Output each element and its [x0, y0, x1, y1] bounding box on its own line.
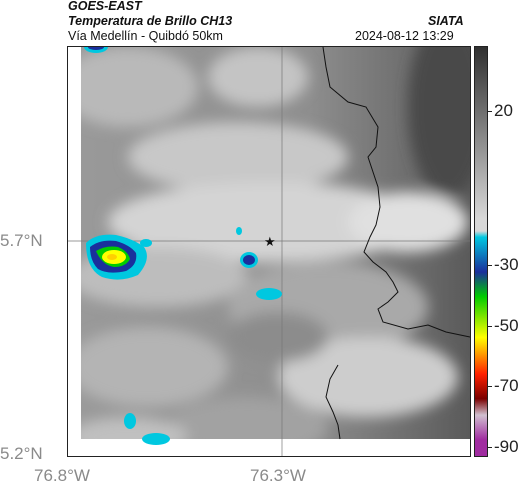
region-label: Vía Medellín - Quibdó 50km [68, 29, 223, 43]
timestamp: 2024-08-12 13:29 [355, 29, 454, 43]
lat-tick-5.7: 5.7°N [0, 231, 43, 250]
star-icon: ★ [264, 235, 276, 250]
colorbar-tick [487, 111, 492, 112]
colorbar-label-m30: -30 [494, 255, 519, 274]
storm-cell-small [84, 47, 282, 445]
lat-tick-5.2: 5.2°N [0, 444, 43, 463]
storm-cell-large [86, 234, 152, 280]
satellite-name: GOES-EAST [68, 0, 142, 13]
colorbar-label-20: 20 [494, 101, 513, 120]
lon-tick-76.3: 76.3°W [250, 466, 306, 485]
colorbar-tick [487, 265, 492, 266]
no-data-band-left [68, 47, 81, 456]
colorbar [474, 46, 488, 457]
colorbar-label-m50: -50 [494, 316, 519, 335]
border-line-south [325, 364, 341, 440]
satellite-map: ★ [67, 46, 471, 457]
org-label: SIATA [428, 14, 464, 28]
colorbar-tick [487, 326, 492, 327]
border-line [322, 47, 470, 338]
colorbar-label-m90: -90 [494, 437, 519, 456]
map-layer: ★ [68, 47, 470, 456]
colorbar-tick [487, 447, 492, 448]
colorbar-label-m70: -70 [494, 376, 519, 395]
product-title: Temperatura de Brillo CH13 [68, 14, 233, 28]
colorbar-tick [487, 386, 492, 387]
lon-tick-76.8: 76.8°W [34, 466, 90, 485]
no-data-band [68, 439, 470, 456]
